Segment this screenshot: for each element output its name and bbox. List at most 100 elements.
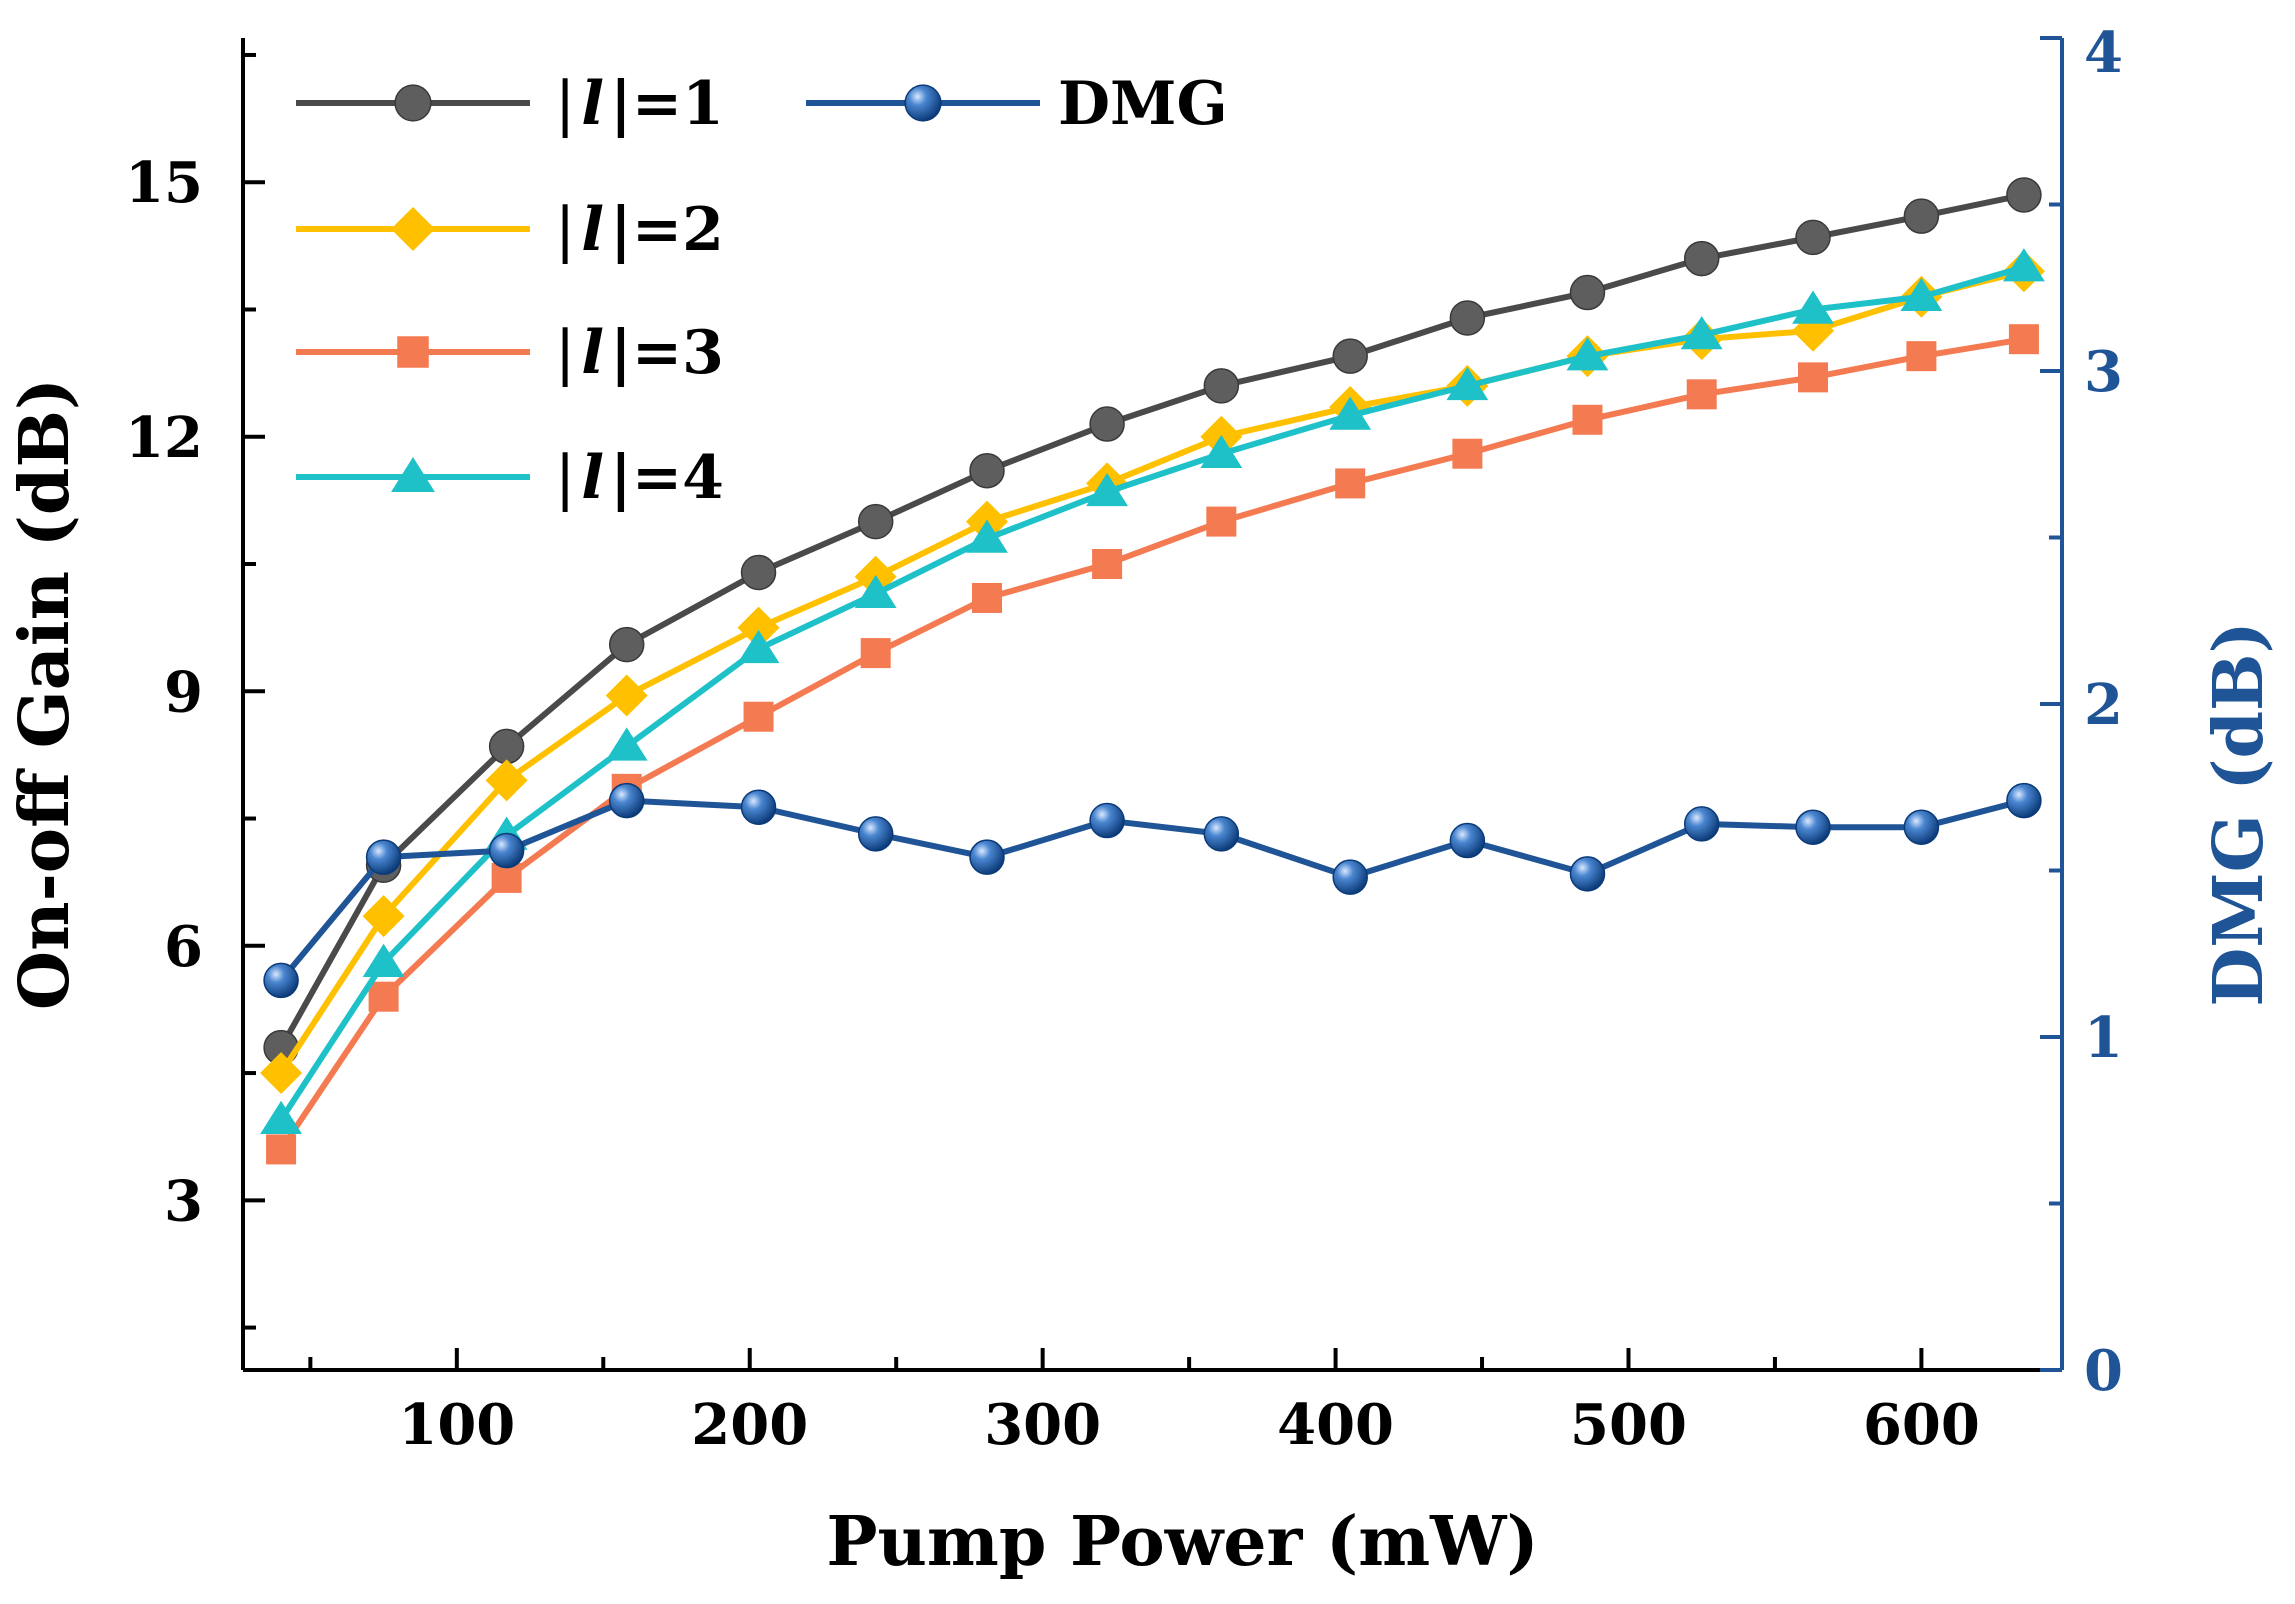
- legend-label: | l |=3: [555, 318, 724, 388]
- data-point-sphere: [1569, 856, 1606, 892]
- legend-label: | l |=2: [555, 195, 724, 265]
- series-diamond: [260, 250, 2045, 1095]
- data-point-sphere: [1203, 816, 1240, 852]
- legend-item: | l |=2: [296, 195, 724, 265]
- data-point-diamond: [485, 759, 528, 802]
- y2-tick-label: 4: [2084, 20, 2123, 86]
- data-point-square: [1092, 549, 1123, 580]
- data-point-circle: [969, 452, 1005, 489]
- series-line: [278, 268, 2025, 1075]
- data-point-triangle: [605, 727, 648, 761]
- data-point-square: [1206, 506, 1237, 537]
- data-point-circle: [608, 626, 645, 663]
- legend-label-suffix: |=1: [610, 69, 724, 139]
- y-tick-label: 15: [125, 150, 203, 216]
- legend-label-symbol: l: [581, 69, 604, 139]
- data-point-triangle: [260, 1100, 302, 1134]
- legend-label-prefix: |: [555, 443, 575, 513]
- data-point-sphere: [263, 962, 299, 999]
- data-point-diamond: [737, 606, 780, 649]
- data-point-sphere: [1795, 809, 1831, 845]
- legend-label: | l |=1: [555, 69, 724, 139]
- data-point-circle: [1683, 240, 1720, 277]
- y-axis-title: On-off Gain (dB): [5, 378, 85, 1010]
- data-point-square: [860, 638, 891, 669]
- legend-label-symbol: l: [581, 443, 604, 513]
- data-point-square: [368, 981, 399, 1012]
- data-point-sphere: [969, 839, 1005, 875]
- data-point-circle: [1903, 198, 1940, 234]
- data-point-circle: [1203, 368, 1240, 404]
- data-point-square: [2008, 324, 2039, 355]
- legend-item: DMG: [806, 69, 1228, 139]
- data-point-sphere: [2006, 782, 2042, 819]
- data-point-sphere: [488, 832, 525, 869]
- x-tick-label: 200: [691, 1392, 808, 1458]
- x-tick-label: 600: [1863, 1392, 1980, 1458]
- data-point-triangle: [2003, 248, 2045, 282]
- data-point-triangle: [1200, 434, 1243, 468]
- y-tick-label: 12: [125, 405, 203, 471]
- data-point-sphere: [365, 839, 402, 875]
- legend-label-suffix: |=2: [610, 195, 724, 265]
- data-point-sphere: [857, 816, 894, 852]
- x-tick-label: 400: [1277, 1392, 1394, 1458]
- data-point-triangle: [737, 629, 780, 664]
- data-point-sphere: [1903, 809, 1940, 845]
- data-point-circle: [2006, 177, 2042, 213]
- legend-item: | l |=1: [296, 69, 724, 139]
- data-point-circle: [488, 728, 525, 765]
- y-tick-label: 3: [164, 1168, 203, 1234]
- data-point-triangle: [966, 519, 1008, 553]
- data-point-square: [1906, 341, 1937, 372]
- data-point-sphere: [608, 782, 645, 819]
- series-line: [278, 336, 2025, 1152]
- data-point-sphere: [740, 789, 777, 825]
- legend-label: DMG: [1058, 69, 1228, 139]
- x-tick-label: 100: [398, 1392, 515, 1458]
- legend-label-prefix: |: [555, 318, 575, 388]
- series-line: [278, 264, 2025, 1122]
- legend-marker-sphere: [904, 84, 942, 122]
- data-point-sphere: [1089, 802, 1125, 839]
- x-tick-label: 500: [1570, 1392, 1687, 1458]
- series-layer: [260, 177, 2045, 1165]
- series-square: [266, 324, 2039, 1165]
- data-point-diamond: [362, 895, 405, 938]
- y2-tick-label: 3: [2084, 339, 2123, 405]
- data-point-circle: [1089, 406, 1125, 442]
- data-point-square: [266, 1134, 297, 1165]
- data-point-square: [1335, 468, 1366, 499]
- data-point-triangle: [1446, 366, 1489, 401]
- series-sphere: [263, 782, 2042, 999]
- data-point-square: [1798, 362, 1829, 393]
- data-point-square: [1686, 379, 1717, 410]
- data-point-triangle: [1566, 337, 1609, 371]
- y2-tick-label: 0: [2084, 1338, 2123, 1404]
- data-point-triangle: [1680, 315, 1723, 350]
- data-point-circle: [1569, 274, 1606, 311]
- data-point-triangle: [1086, 472, 1128, 507]
- legend-marker-square: [397, 336, 429, 368]
- y2-axis-title: DMG (dB): [2199, 621, 2279, 1006]
- data-point-sphere: [1683, 806, 1720, 842]
- data-point-circle: [1449, 300, 1486, 336]
- data-point-square: [743, 701, 774, 732]
- y-tick-label: 9: [164, 659, 203, 725]
- data-point-square: [1572, 404, 1603, 435]
- x-axis-title: Pump Power (mW): [826, 1502, 1538, 1582]
- legend-label: | l |=4: [555, 443, 724, 513]
- data-point-diamond: [605, 674, 648, 717]
- legend-item: | l |=3: [296, 318, 724, 388]
- data-point-circle: [1795, 219, 1831, 256]
- data-point-circle: [857, 503, 894, 540]
- legend-item: | l |=4: [296, 443, 724, 513]
- series-line: [278, 797, 2025, 983]
- y2-tick-label: 1: [2084, 1005, 2123, 1071]
- legend-marker-diamond: [390, 206, 436, 252]
- legend-label-prefix: |: [555, 195, 575, 265]
- data-point-diamond: [260, 1052, 303, 1095]
- legend-label-suffix: |=3: [610, 318, 724, 388]
- x-tick-label: 300: [984, 1392, 1101, 1458]
